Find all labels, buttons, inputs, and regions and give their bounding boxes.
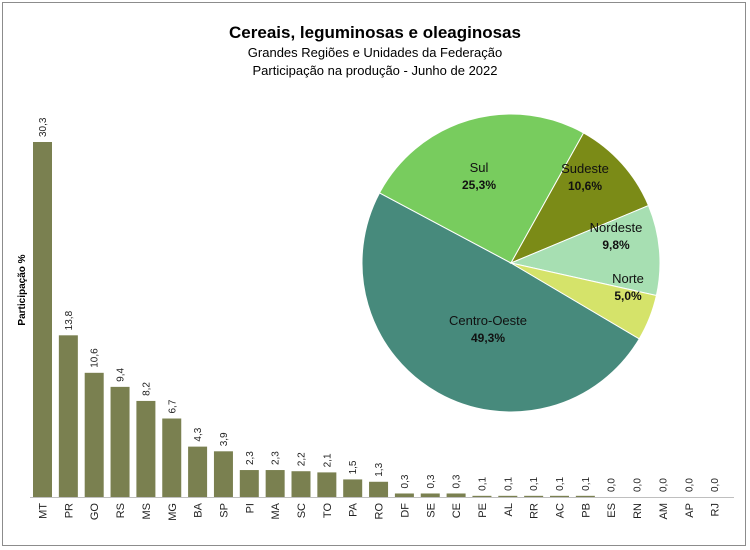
bar-value-label: 2,2 [297,452,308,466]
bar-value-label: 2,1 [322,453,333,467]
x-tick-label: GO [89,503,101,521]
x-tick-label: MT [38,503,50,519]
x-tick-label: MS [141,503,153,520]
bar-value-label: 1,5 [348,460,359,474]
bar-BA [188,446,208,497]
bar-TO [317,472,337,497]
bar-value-label: 30,3 [38,117,49,137]
chart-title: Cereais, leguminosas e oleaginosas [229,23,521,42]
bar-value-label: 3,9 [219,432,230,446]
bar-value-label: 2,3 [245,451,256,465]
pie-label-percent: 49,3% [471,331,505,345]
chart-subtitle-line-2: Participação na produção - Junho de 2022 [252,63,497,78]
chart-subtitle-line-1: Grandes Regiões e Unidades da Federação [248,45,502,60]
x-tick-label: ES [606,503,618,518]
x-tick-label: AM [658,503,670,520]
bar-value-label: 0,0 [684,478,695,492]
bar-DF [394,493,414,497]
bar-value-label: 0,0 [658,478,669,492]
bar-value-label: 0,1 [477,476,488,490]
x-tick-label: SE [425,503,437,518]
bar-GO [84,372,104,497]
bar-value-label: 1,3 [374,462,385,476]
pie-label-percent: 9,8% [602,238,630,252]
x-tick-label: CE [451,503,463,518]
bar-value-label: 0,3 [452,474,463,488]
bar-value-label: 8,2 [141,382,152,396]
bar-SP [213,451,233,497]
bar-PA [343,479,363,497]
pie-slice-sul [378,113,585,264]
bar-SC [291,471,311,497]
bar-value-label: 0,3 [400,474,411,488]
bar-AL [498,495,518,497]
bar-PI [239,470,259,497]
x-tick-label: RR [529,503,541,519]
pie-slice-sudeste [509,132,650,265]
x-tick-label: AP [684,503,696,518]
x-tick-label: PR [63,503,75,518]
bar-PE [472,495,492,497]
pie-slice-nordeste [509,204,661,297]
x-tick-label: PE [477,503,489,518]
bar-MT [33,142,52,497]
bar-value-label: 0,3 [426,474,437,488]
bar-PR [58,335,78,497]
pie-label-name: Sul [470,160,489,175]
bar-MA [265,470,285,497]
x-tick-label: BA [193,502,205,517]
bar-AC [550,495,569,497]
pie-label-name: Centro-Oeste [449,313,527,328]
pie-label-name: Norte [612,271,644,286]
x-tick-label: SC [296,503,308,518]
bar-value-label: 0,1 [581,476,592,490]
bar-SE [420,493,440,497]
x-tick-label: MG [167,503,179,521]
x-tick-label: AL [503,503,515,516]
pie-slice-centro-oeste [361,192,640,413]
bar-RO [369,481,389,497]
pie-chart: Centro-Oeste 49,3% Sul 25,3% Sudeste 10,6% Nor… [361,113,661,413]
bar-value-label: 0,1 [529,476,540,490]
x-tick-label: RN [632,503,644,519]
bar-value-label: 10,6 [90,348,101,368]
bar-value-label: 6,7 [167,399,178,413]
x-tick-label: RO [374,503,386,520]
x-tick-label: RJ [710,503,722,516]
bar-value-label: 0,1 [555,476,566,490]
x-tick-label: DF [399,503,411,518]
x-tick-label: SP [218,503,230,518]
pie-label-percent: 10,6% [568,179,602,193]
pie-label-percent: 5,0% [614,289,642,303]
x-tick-label: PA [348,502,360,517]
pie-slice-norte [510,262,658,340]
bar-value-label: 13,8 [64,310,75,330]
pie-label-percent: 25,3% [462,178,496,192]
bar-PB [575,495,595,497]
x-tick-label: PI [244,503,256,513]
bar-MS [136,400,156,497]
bar-MG [162,418,182,497]
bar-CE [446,493,466,497]
bar-RS [110,386,130,497]
bar-series: 30,3 MT 13,8 PR 10,6 GO 9,4 RS 8,2 MS 6,7 MG 4,3 BA 3,… [30,117,734,521]
bar-value-label: 0,0 [633,478,644,492]
bar-value-label: 0,0 [607,478,618,492]
bar-value-label: 0,0 [710,478,721,492]
bar-value-label: 2,3 [271,451,282,465]
x-tick-label: PB [580,503,592,518]
x-tick-label: RS [115,503,127,518]
bar-value-label: 9,4 [116,368,127,382]
x-tick-label: TO [322,503,334,519]
pie-label-name: Nordeste [590,220,643,235]
bar-RR [524,495,544,497]
y-axis-label: Participação % [17,254,28,325]
x-tick-label: MA [270,502,282,519]
bar-value-label: 4,3 [193,427,204,441]
x-tick-label: AC [555,503,567,518]
bar-value-label: 0,1 [503,476,514,490]
pie-label-name: Sudeste [561,161,609,176]
